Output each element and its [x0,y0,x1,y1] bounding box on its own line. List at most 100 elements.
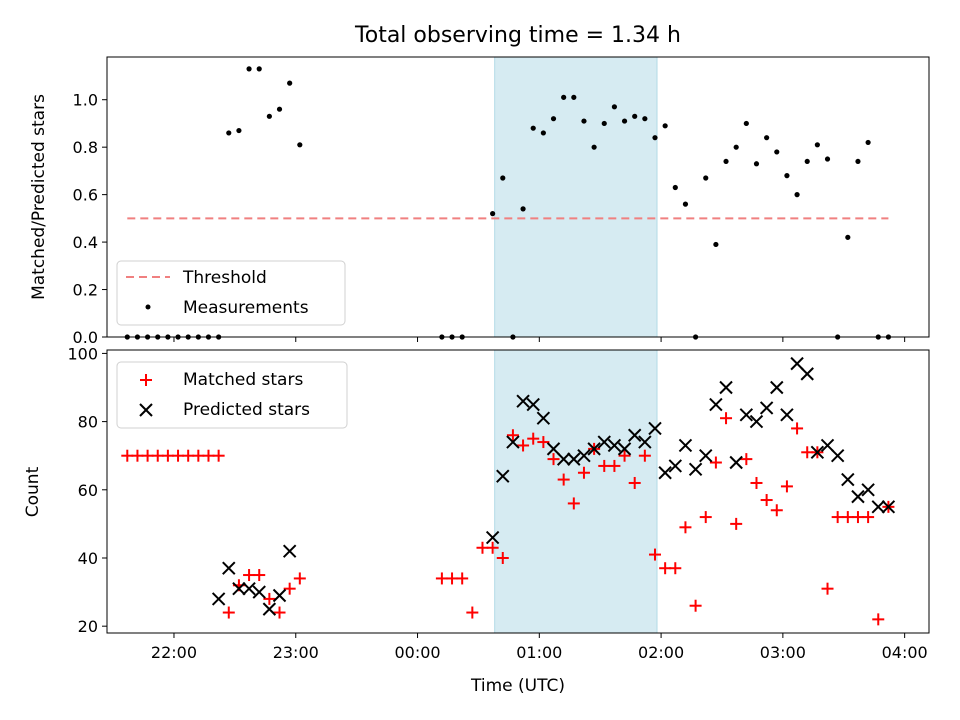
predicted-star-point [567,452,581,466]
matched-star-point [222,606,235,619]
matched-star-point [720,412,733,425]
matched-star-point [750,476,763,489]
matched-star-point [202,449,215,462]
measurement-point [845,234,851,240]
predicted-star-point [851,489,865,504]
predicted-star-point [749,414,764,429]
predicted-star-point [739,408,754,422]
x-tick-label: 01:00 [516,643,562,662]
measurement-point [611,104,618,110]
chart-title: Total observing time = 1.34 h [354,23,681,48]
predicted-star-point [709,397,723,412]
matched-star-point [151,449,164,462]
matched-star-point [131,449,144,462]
x-tick-label: 04:00 [882,643,928,662]
top-y-tick-label: 0.6 [73,186,98,205]
predicted-star-point [506,435,520,449]
measurement-point [540,130,546,136]
matched-star-point [628,476,641,489]
matched-star-point [435,572,448,585]
matched-star-point [740,453,753,466]
matched-star-point [618,449,631,462]
measurement-point [804,158,810,165]
matched-star-point [192,449,205,462]
predicted-legend-swatch [139,403,153,417]
top-span-rect [494,56,658,338]
predicted-star-point [556,452,571,466]
measurement-point [236,127,242,134]
matched-star-point [770,504,783,517]
x-tick-label: 03:00 [760,643,806,662]
top-y-ticks: 0.0 0.2 0.4 0.6 0.8 1.0 [73,91,107,347]
measurement-point [632,113,638,119]
matched-star-point [527,432,540,445]
predicted-star-point [222,561,236,575]
bottom-panel: 20 40 60 80 100 22:00 23:00 00:00 01:00 02:00 03:… [23,344,930,696]
bottom-y-tick-label: 60 [78,481,98,500]
matched-star-point [517,439,530,452]
bottom-y-tick-label: 100 [67,344,98,363]
matched-star-point [760,494,773,507]
matched-star-point [243,569,256,582]
matched-star-point [638,449,651,462]
predicted-star-point [536,411,551,425]
predicted-star-point [587,442,601,456]
top-panel: 0.0 0.2 0.4 0.6 0.8 1.0 Matched/Predicted sta… [29,56,930,347]
matched-star-point [659,562,672,575]
measurement-point [550,116,557,122]
measurement-point [581,118,587,124]
bottom-axes-frame [106,349,930,634]
bottom-y-tick-label: 20 [78,617,98,636]
top-y-tick-label: 0.4 [73,233,98,252]
matched-star-point [801,446,814,459]
measurement-point [226,130,232,136]
measurement-point [703,175,709,181]
matched-star-point [172,449,185,462]
predicted-star-point [638,435,652,449]
matched-star-point [851,511,864,524]
predicted-star-point [841,472,855,487]
measurement-point [855,158,861,165]
predicted-star-point [830,448,845,463]
measurement-point [824,156,831,162]
x-tick-label: 23:00 [273,643,319,662]
matched-star-point [699,511,712,524]
matched-star-point [780,480,793,493]
matched-star-point [263,592,276,605]
top-x-ticks [173,337,906,342]
bottom-x-ticks: 22:00 23:00 00:00 01:00 02:00 03:00 04:00 [151,633,928,662]
measurement-point [814,142,820,148]
matched-legend-label: Matched stars [183,370,303,390]
threshold-legend-label: Threshold [182,268,267,288]
x-tick-label: 02:00 [638,643,684,662]
matched-star-point [273,606,286,619]
measurement-point [794,192,800,198]
measurement-point [490,211,496,217]
predicted-star-point [485,530,500,545]
matched-star-point [212,449,225,462]
predicted-star-point [627,428,642,442]
matched-star-point [608,459,621,472]
matched-star-point [689,599,702,612]
measurement-point [733,144,739,150]
measurement-point [256,66,262,72]
measurement-point [723,158,729,165]
bottom-legend: Matched stars Predicted stars [116,361,348,429]
top-y-tick-label: 0.0 [73,328,98,347]
measurement-point [520,206,526,212]
measurement-point [662,123,668,129]
measurement-point [246,66,252,72]
predicted-star-point [790,356,804,371]
predicted-star-point [232,581,246,596]
matched-star-point [567,497,580,510]
bottom-highlight-span [494,349,658,634]
matched-star-point [547,453,560,466]
bottom-y-tick-label: 40 [78,549,98,568]
bottom-span-rect [494,349,658,634]
measurement-point [753,161,760,167]
measurement-point [621,118,628,124]
top-y-tick-label: 0.2 [73,281,98,300]
predicted-star-point [546,442,561,456]
measurement-point [682,201,689,207]
top-y-axis-label: Matched/Predicted stars [29,94,49,300]
